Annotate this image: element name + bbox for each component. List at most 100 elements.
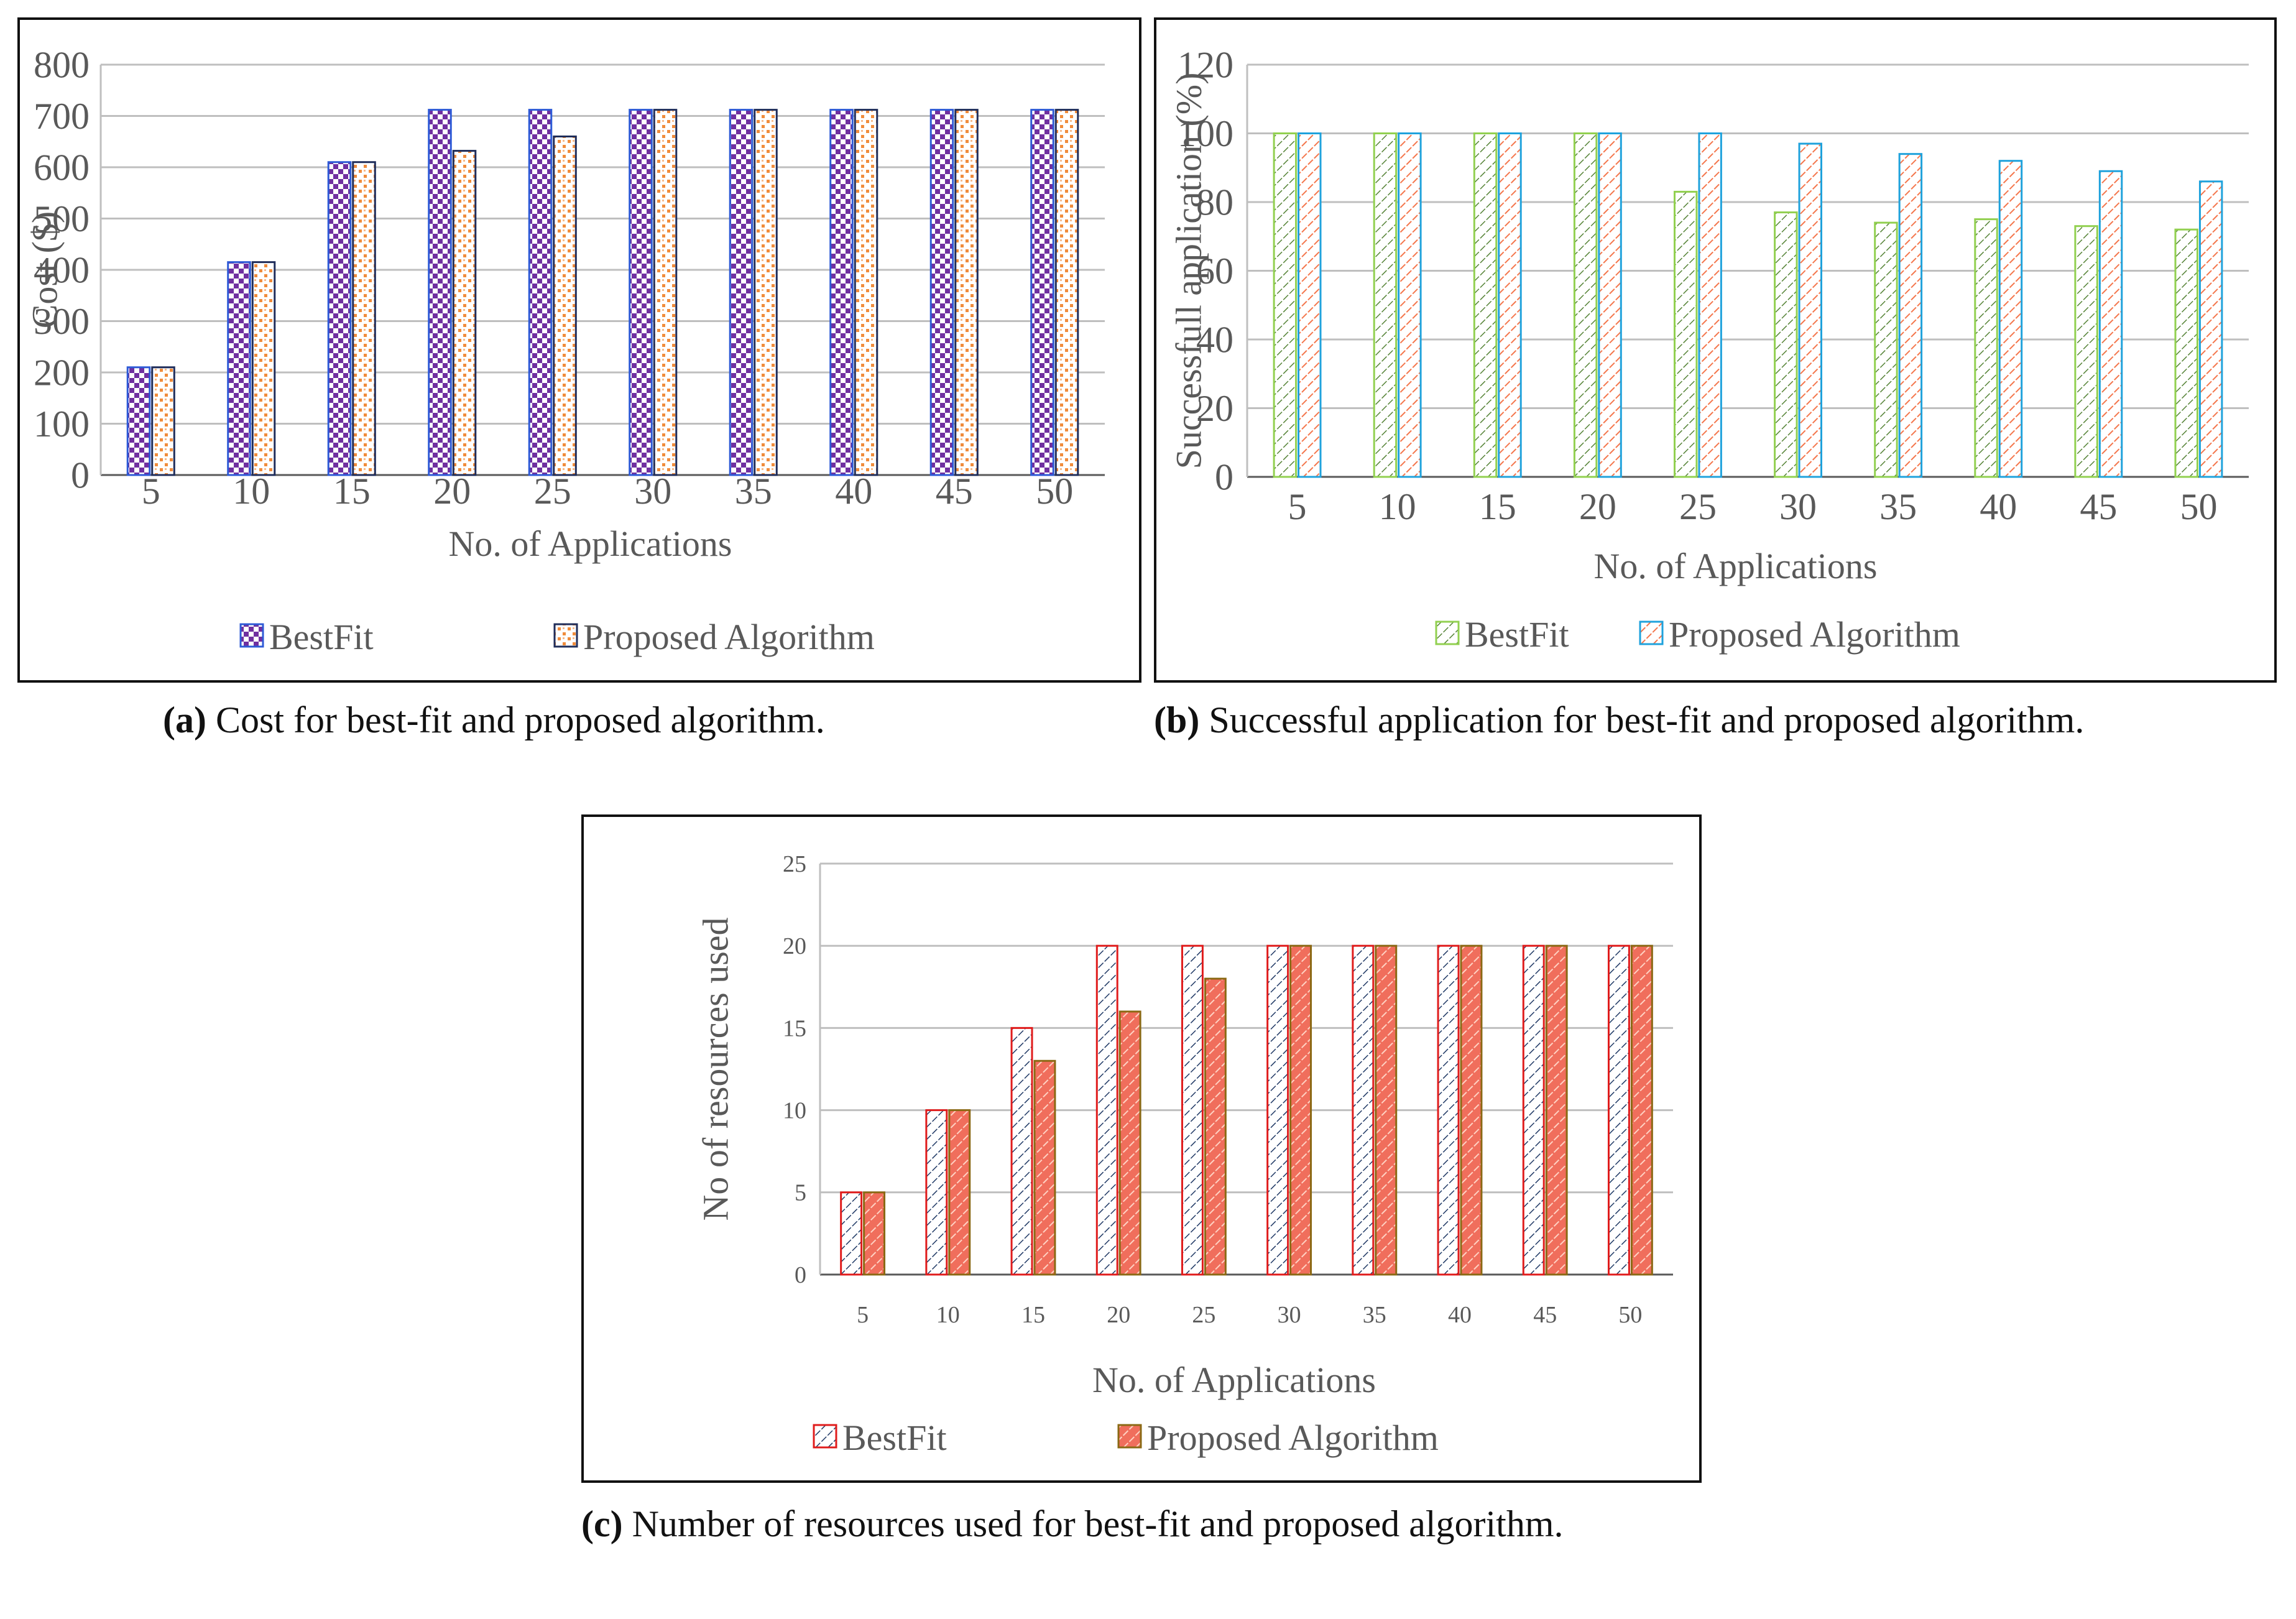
- y-tick-label: 25: [783, 851, 806, 877]
- bar-bestfit-25: [528, 109, 553, 476]
- bar-proposed-25: [1204, 977, 1227, 1276]
- bar-bestfit-25: [1674, 190, 1698, 478]
- y-axis-title: No of resources used: [696, 917, 736, 1220]
- bar-proposed-5: [863, 1191, 886, 1276]
- y-tick-label: 60: [1196, 251, 1233, 292]
- y-tick-label: 300: [34, 301, 90, 342]
- bar-proposed-30: [1289, 944, 1312, 1276]
- x-tick-label: 25: [1192, 1302, 1215, 1328]
- bar-bestfit-15: [327, 161, 352, 476]
- bar-proposed-45: [954, 109, 979, 476]
- legend-label-proposed: Proposed Algorithm: [1669, 614, 1960, 655]
- bar-bestfit-30: [629, 109, 653, 476]
- bar-bestfit-30: [1266, 944, 1289, 1276]
- legend-swatch-proposed: [553, 623, 578, 648]
- x-tick-label: 40: [1980, 486, 2017, 527]
- caption-a-label: (a): [163, 699, 206, 740]
- bar-proposed-5: [1298, 132, 1322, 478]
- x-tick-label: 30: [1278, 1302, 1301, 1328]
- bar-proposed-40: [854, 109, 878, 476]
- chart-a-canvas: 0 100 200 300 400 500 600 700 800 5 10 15 20 25 30 35 40…: [25, 44, 1105, 657]
- bar-proposed-20: [1118, 1010, 1141, 1276]
- legend-label-bestfit: BestFit: [1465, 614, 1569, 655]
- x-tick-label: 40: [1448, 1302, 1472, 1328]
- x-tick-label: 15: [1021, 1302, 1045, 1328]
- bar-proposed-25: [553, 136, 577, 476]
- bar-bestfit-35: [1874, 221, 1898, 478]
- y-tick-label: 200: [34, 352, 90, 393]
- bar-bestfit-35: [729, 109, 754, 476]
- x-tick-label: 10: [233, 471, 270, 512]
- bar-bestfit-10: [925, 1109, 948, 1276]
- y-tick-label: 0: [795, 1262, 806, 1288]
- bar-proposed-15: [352, 161, 376, 476]
- bar-bestfit-20: [428, 109, 452, 476]
- x-tick-label: 45: [2080, 486, 2117, 527]
- y-tick-label: 80: [1196, 182, 1233, 223]
- x-tick-label: 5: [142, 471, 160, 512]
- bar-bestfit-5: [840, 1191, 863, 1276]
- bar-bestfit-20: [1095, 944, 1118, 1276]
- bar-bestfit-45: [2074, 225, 2098, 478]
- bar-bestfit-25: [1181, 944, 1204, 1276]
- bar-proposed-35: [1375, 944, 1398, 1276]
- y-tick-label: 20: [783, 933, 806, 959]
- bar-bestfit-50: [2174, 228, 2198, 478]
- bar-proposed-50: [1054, 109, 1079, 476]
- x-tick-label: 50: [2180, 486, 2217, 527]
- x-tick-label: 25: [1679, 486, 1717, 527]
- bar-bestfit-45: [929, 109, 954, 476]
- bar-bestfit-40: [1974, 218, 1998, 478]
- legend-swatch-proposed: [1639, 620, 1664, 645]
- legend-swatch-bestfit: [813, 1424, 837, 1449]
- bar-proposed-40: [1998, 160, 2023, 478]
- bar-proposed-45: [2098, 170, 2123, 478]
- caption-b: (b) Successful application for best-fit …: [1154, 698, 2084, 742]
- caption-b-label: (b): [1154, 699, 1200, 740]
- bar-proposed-20: [1598, 132, 1622, 478]
- x-tick-label: 25: [534, 471, 571, 512]
- y-tick-label: 0: [71, 454, 90, 496]
- y-tick-label: 120: [1178, 44, 1233, 85]
- bar-bestfit-10: [227, 261, 251, 476]
- bar-bestfit-10: [1373, 132, 1398, 478]
- bar-bestfit-15: [1473, 132, 1498, 478]
- x-tick-label: 45: [1533, 1302, 1557, 1328]
- bar-bestfit-45: [1522, 944, 1545, 1276]
- bar-proposed-20: [452, 150, 477, 476]
- y-axis-title: Successfull application (%): [1169, 73, 1209, 469]
- caption-c-label: (c): [581, 1503, 623, 1544]
- bar-proposed-50: [1630, 944, 1653, 1276]
- chart-panel-c: 0 5 10 15 20 25 5 10 15 20 25 30 35 40 45 50 No. of Appl…: [581, 814, 1702, 1483]
- x-tick-label: 35: [735, 471, 772, 512]
- bar-bestfit-40: [1437, 944, 1460, 1276]
- chart-panel-a: 0 100 200 300 400 500 600 700 800 5 10 15 20 25 30 35 40…: [17, 17, 1141, 683]
- caption-a: (a) Cost for best-fit and proposed algor…: [163, 698, 825, 742]
- x-tick-label: 5: [1288, 486, 1307, 527]
- x-tick-label: 10: [936, 1302, 960, 1328]
- y-tick-label: 600: [34, 147, 90, 188]
- x-tick-label: 45: [936, 471, 973, 512]
- x-tick-label: 20: [433, 471, 471, 512]
- bar-proposed-35: [754, 109, 778, 476]
- x-tick-label: 40: [835, 471, 872, 512]
- caption-c: (c) Number of resources used for best-fi…: [581, 1501, 1702, 1546]
- x-tick-label: 30: [634, 471, 671, 512]
- bar-proposed-30: [1798, 142, 1822, 478]
- caption-b-text: Successful application for best-fit and …: [1199, 699, 2085, 740]
- chart-b-canvas: 0 20 40 60 80 100 120 5 10 15 20 25 30 35 40 45 50 No. of…: [1169, 44, 2249, 655]
- caption-c-text: Number of resources used for best-fit an…: [622, 1503, 1564, 1544]
- bar-proposed-45: [1545, 944, 1568, 1276]
- bar-bestfit-5: [126, 366, 151, 476]
- bar-bestfit-30: [1774, 211, 1798, 478]
- caption-a-text: Cost for best-fit and proposed algorithm…: [206, 699, 825, 740]
- y-tick-label: 5: [795, 1180, 806, 1206]
- x-axis-title: No. of Applications: [449, 524, 732, 564]
- bar-proposed-10: [948, 1109, 971, 1276]
- y-tick-label: 20: [1196, 388, 1233, 429]
- bar-bestfit-50: [1030, 109, 1054, 476]
- legend-swatch-bestfit: [239, 623, 264, 648]
- x-tick-label: 35: [1879, 486, 1917, 527]
- x-tick-label: 15: [1479, 486, 1516, 527]
- chart-c-canvas: 0 5 10 15 20 25 5 10 15 20 25 30 35 40 45 50 No. of Appl…: [696, 851, 1673, 1458]
